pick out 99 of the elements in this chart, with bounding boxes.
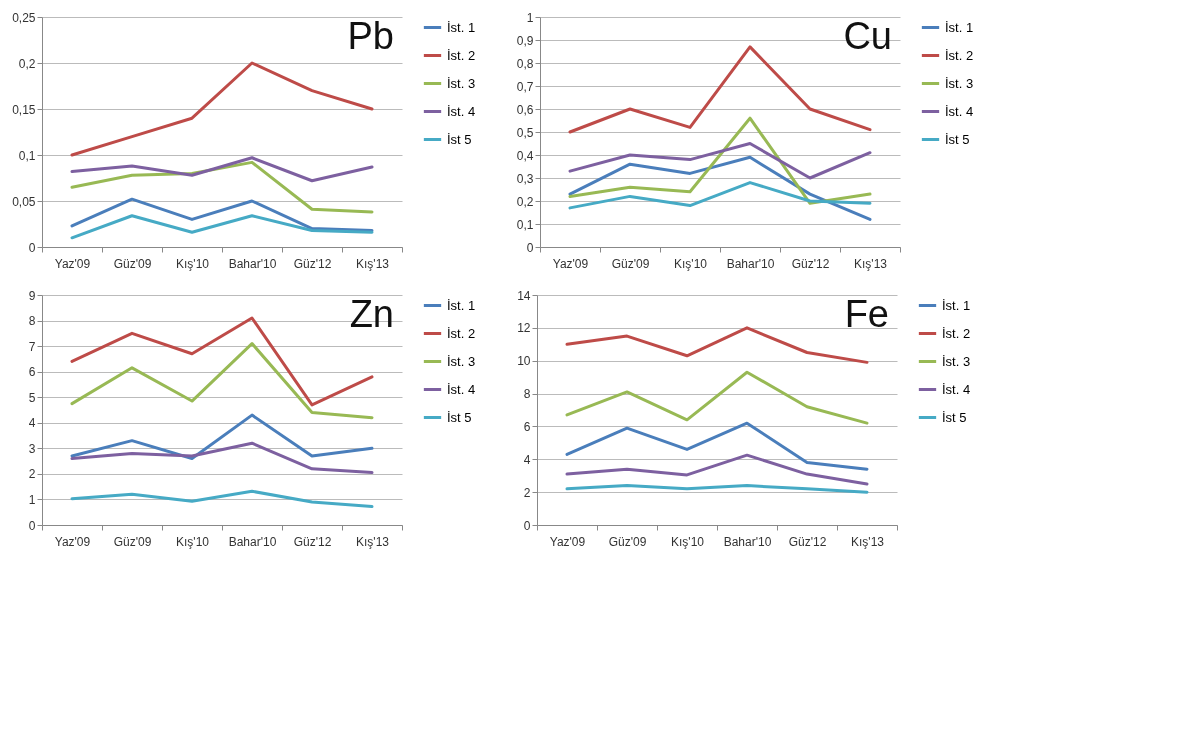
y-tick-label: 0,7 — [516, 79, 534, 94]
y-tick-label: 0 — [526, 240, 534, 255]
legend-label: İst. 1 — [942, 297, 971, 313]
y-tick-label: 2 — [523, 485, 531, 500]
legend-label: İst 5 — [447, 409, 472, 425]
y-tick-label: 0,1 — [516, 217, 534, 232]
y-tick-label: 7 — [28, 339, 36, 354]
legend-label: İst. 4 — [942, 381, 971, 397]
legend-label: İst 5 — [942, 409, 967, 425]
line-series — [70, 156, 374, 183]
y-tick-label: 12 — [517, 321, 531, 336]
x-tick-label: Kış'10 — [674, 256, 708, 271]
x-tick-label: Bahar'10 — [723, 534, 772, 549]
y-tick-label: 0 — [28, 518, 36, 533]
legend-label: İst. 2 — [447, 47, 476, 63]
line-series — [565, 370, 869, 425]
line-series — [568, 116, 872, 205]
legend-label: İst. 4 — [945, 103, 974, 119]
y-tick-label: 0,2 — [516, 194, 534, 209]
y-tick-label: 10 — [517, 354, 531, 369]
line-series — [70, 342, 374, 420]
y-tick-label: 0 — [28, 240, 36, 255]
y-tick-label: 0,05 — [12, 194, 36, 209]
x-tick-label: Yaz'09 — [54, 534, 91, 549]
y-tick-label: 3 — [28, 441, 36, 456]
y-tick-label: 4 — [523, 452, 531, 467]
x-tick-label: Kış'10 — [176, 256, 210, 271]
y-tick-label: 6 — [523, 419, 531, 434]
y-tick-label: 0,5 — [516, 125, 534, 140]
legend-label: İst. 3 — [447, 353, 476, 369]
legend-label: İst. 4 — [447, 381, 476, 397]
x-tick-label: Güz'12 — [293, 256, 332, 271]
chart-title: Cu — [843, 15, 892, 57]
x-tick-label: Bahar'10 — [228, 534, 277, 549]
line-series — [565, 326, 869, 364]
y-tick-label: 0,25 — [12, 10, 36, 25]
x-tick-label: Güz'12 — [293, 534, 332, 549]
legend-label: İst. 2 — [447, 325, 476, 341]
x-tick-label: Yaz'09 — [54, 256, 91, 271]
x-tick-label: Yaz'09 — [549, 534, 586, 549]
y-tick-label: 1 — [28, 492, 36, 507]
legend-label: İst. 3 — [447, 75, 476, 91]
legend-label: İst. 2 — [942, 325, 971, 341]
legend-label: İst. 3 — [945, 75, 974, 91]
x-tick-label: Güz'12 — [788, 534, 827, 549]
y-tick-label: 4 — [28, 416, 36, 431]
line-series — [70, 489, 374, 509]
x-tick-label: Güz'09 — [611, 256, 650, 271]
line-series — [70, 197, 374, 232]
chart-title: Fe — [844, 293, 889, 335]
legend-label: İst. 1 — [447, 19, 476, 35]
x-tick-label: Güz'09 — [113, 534, 152, 549]
chart-title: Pb — [347, 15, 394, 57]
y-tick-label: 0,1 — [18, 148, 36, 163]
line-series — [568, 155, 872, 221]
y-tick-label: 0,6 — [516, 102, 534, 117]
y-tick-label: 14 — [517, 288, 531, 303]
y-tick-label: 0,4 — [516, 148, 534, 163]
line-series — [70, 441, 374, 475]
x-tick-label: Güz'12 — [791, 256, 830, 271]
legend-label: İst. 1 — [945, 19, 974, 35]
y-tick-label: 0 — [523, 518, 531, 533]
y-tick-label: 1 — [526, 10, 534, 25]
line-series — [565, 453, 869, 486]
line-series — [70, 61, 374, 157]
legend-label: İst 5 — [945, 131, 970, 147]
x-tick-label: Kış'13 — [854, 256, 888, 271]
y-tick-label: 2 — [28, 467, 36, 482]
legend-label: İst 5 — [447, 131, 472, 147]
y-tick-label: 8 — [28, 314, 36, 329]
x-tick-label: Bahar'10 — [228, 256, 277, 271]
x-tick-label: Yaz'09 — [552, 256, 589, 271]
y-tick-label: 0,2 — [18, 56, 36, 71]
x-tick-label: Bahar'10 — [726, 256, 775, 271]
legend-label: İst. 1 — [447, 297, 476, 313]
y-tick-label: 0,9 — [516, 33, 534, 48]
x-tick-label: Kış'13 — [851, 534, 885, 549]
legend-label: İst. 3 — [942, 353, 971, 369]
x-tick-label: Kış'10 — [671, 534, 705, 549]
y-tick-label: 9 — [28, 288, 36, 303]
y-tick-label: 5 — [28, 390, 36, 405]
y-tick-label: 0,15 — [12, 102, 36, 117]
y-tick-label: 0,3 — [516, 171, 534, 186]
x-tick-label: Kış'13 — [356, 256, 390, 271]
x-tick-label: Güz'09 — [608, 534, 647, 549]
legend-label: İst. 2 — [945, 47, 974, 63]
line-series — [70, 214, 374, 240]
y-tick-label: 8 — [523, 387, 531, 402]
line-series — [565, 421, 869, 471]
line-series — [568, 142, 872, 180]
x-tick-label: Kış'13 — [356, 534, 390, 549]
line-series — [70, 413, 374, 461]
y-tick-label: 6 — [28, 365, 36, 380]
x-tick-label: Güz'09 — [113, 256, 152, 271]
chart-title: Zn — [349, 293, 394, 335]
legend-label: İst. 4 — [447, 103, 476, 119]
x-tick-label: Kış'10 — [176, 534, 210, 549]
line-series — [568, 181, 872, 210]
y-tick-label: 0,8 — [516, 56, 534, 71]
